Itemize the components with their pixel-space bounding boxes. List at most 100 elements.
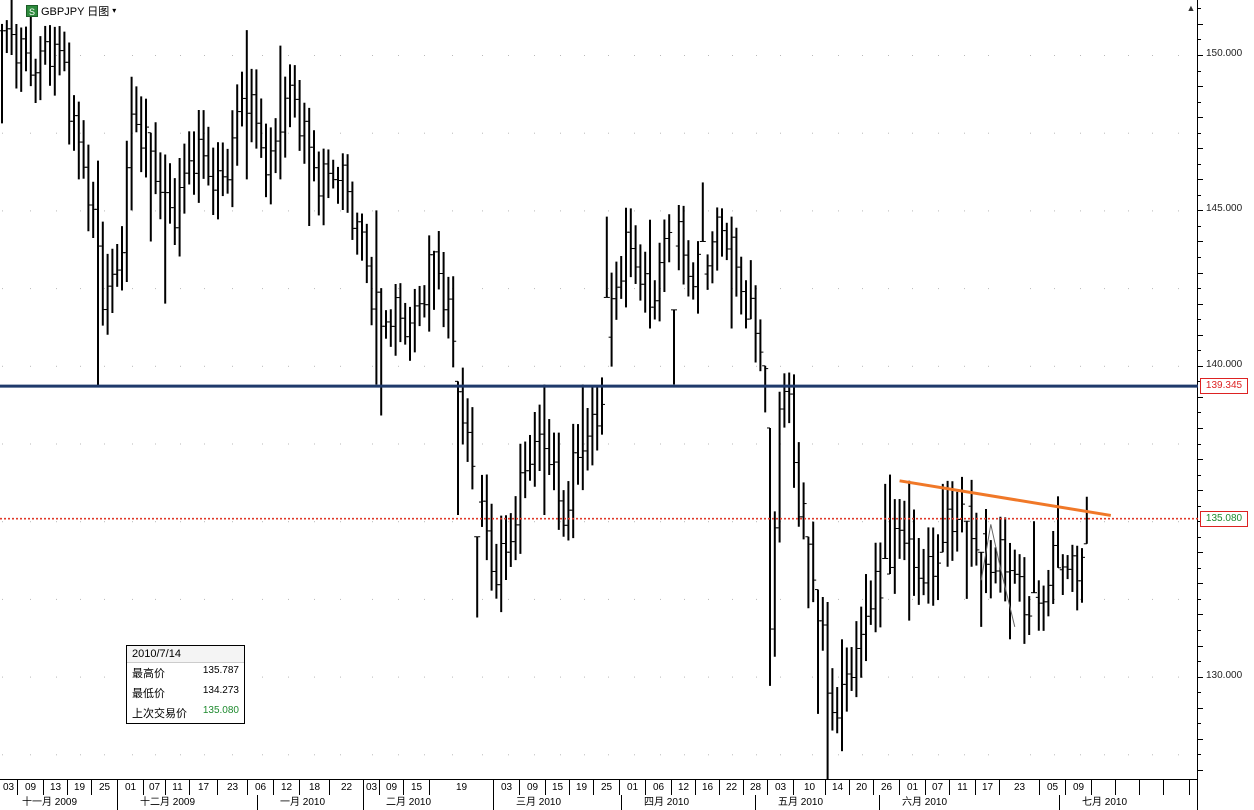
ohlc-bar: [258, 98, 265, 158]
symbol-selector[interactable]: S GBPJPY 日图 ▾: [26, 3, 116, 18]
grid-dot: [262, 754, 263, 756]
ohlc-bar: [234, 84, 241, 166]
x-day-cell: [1140, 780, 1164, 795]
support-price-tag: 139.345: [1200, 378, 1248, 395]
x-day-label: 06: [646, 780, 672, 795]
y-tick-mark: [1198, 163, 1201, 165]
ohlc-bar: [675, 205, 682, 271]
chevron-down-icon[interactable]: ▾: [112, 6, 117, 15]
grid-dot: [424, 210, 425, 212]
ohlc-bar: [1074, 545, 1081, 611]
grid-dot: [30, 288, 31, 290]
x-day-label: 12: [274, 780, 300, 795]
grid-dot: [756, 754, 757, 756]
grid-dot: [232, 443, 233, 445]
ohlc-bar: [392, 284, 399, 356]
grid-dot: [560, 521, 561, 523]
grid-dot: [372, 521, 373, 523]
grid-dot: [634, 598, 635, 600]
x-day-label: 01: [620, 780, 646, 795]
ohlc-bar: [891, 499, 898, 594]
grid-dot: [204, 55, 205, 56]
grid-dot: [104, 521, 105, 523]
grid-dot: [732, 365, 733, 367]
grid-dot: [452, 598, 453, 600]
grid-dot: [155, 443, 156, 445]
grid-dot: [634, 288, 635, 290]
grid-dot: [1030, 754, 1031, 756]
ohlc-bar: [104, 253, 111, 335]
ohlc-bar: [781, 373, 788, 428]
grid-dot: [80, 55, 81, 56]
ohlc-bar: [66, 42, 73, 145]
grid-dot: [708, 443, 709, 445]
grid-dot: [1080, 365, 1081, 367]
x-day-label: 17: [190, 780, 218, 795]
ohlc-bar: [656, 242, 663, 322]
grid-dot: [988, 365, 989, 367]
y-tick-mark: [1198, 396, 1203, 398]
grid-dot: [232, 365, 233, 367]
grid-dot: [314, 676, 315, 678]
ohlc-bar: [834, 687, 841, 734]
ohlc-bar: [464, 398, 471, 462]
x-day-label: 19: [570, 780, 594, 795]
ohlc-bar: [661, 219, 668, 292]
grid-dot: [508, 288, 509, 290]
grid-dot: [862, 365, 863, 367]
grid-dot: [608, 521, 609, 523]
grid-dot: [912, 288, 913, 290]
x-month-label: 七月 2010: [1060, 795, 1198, 810]
grid-dot: [262, 676, 263, 678]
chart-plot-area[interactable]: [0, 0, 1198, 780]
ohlc-bar: [330, 159, 337, 189]
grid-dot: [2, 288, 3, 290]
grid-dot: [988, 521, 989, 523]
grid-dot: [1104, 754, 1105, 756]
grid-dot: [1054, 365, 1055, 367]
grid-dot: [732, 443, 733, 445]
grid-dot: [104, 210, 105, 212]
scroll-up-icon[interactable]: ▲: [1186, 3, 1196, 13]
grid-dot: [508, 598, 509, 600]
ohlc-bar: [959, 476, 965, 533]
grid-dot: [340, 598, 341, 600]
grid-dot: [80, 598, 81, 600]
grid-dot: [584, 676, 585, 678]
grid-dot: [608, 443, 609, 445]
grid-dot: [30, 443, 31, 445]
info-label-high: 最高价: [132, 668, 165, 680]
symbol-label[interactable]: GBPJPY 日图: [41, 5, 110, 18]
grid-dot: [314, 521, 315, 523]
grid-dot: [812, 676, 813, 678]
ohlc-bar: [512, 496, 519, 561]
ohlc-bar: [51, 26, 58, 96]
grid-dot: [560, 288, 561, 290]
grid-dot: [838, 443, 839, 445]
x-day-label: 10: [794, 780, 826, 795]
grid-dot: [155, 55, 156, 56]
grid-dot: [180, 132, 181, 134]
price-chart[interactable]: [0, 0, 1198, 780]
grid-dot: [634, 132, 635, 134]
grid-dot: [584, 443, 585, 445]
grid-dot: [372, 676, 373, 678]
ohlc-bar: [517, 443, 524, 554]
grid-dot: [1080, 132, 1081, 134]
x-day-label: 13: [44, 780, 68, 795]
grid-dot: [964, 132, 965, 134]
ohlc-bar: [3, 20, 10, 54]
ohlc-bar: [723, 222, 730, 261]
resistance-trendline[interactable]: [899, 479, 1112, 517]
x-day-cell: [1092, 780, 1116, 795]
grid-dot: [508, 365, 509, 367]
ohlc-bar: [570, 423, 577, 539]
ohlc-bar: [786, 372, 793, 424]
y-tick-label: 145.000: [1206, 203, 1243, 215]
ohlc-bar: [752, 285, 759, 363]
grid-dot: [608, 132, 609, 134]
ohlc-bar: [843, 647, 850, 712]
ohlc-bar: [498, 515, 505, 613]
ohlc-bar: [685, 240, 692, 297]
y-tick-mark: [1198, 303, 1203, 305]
